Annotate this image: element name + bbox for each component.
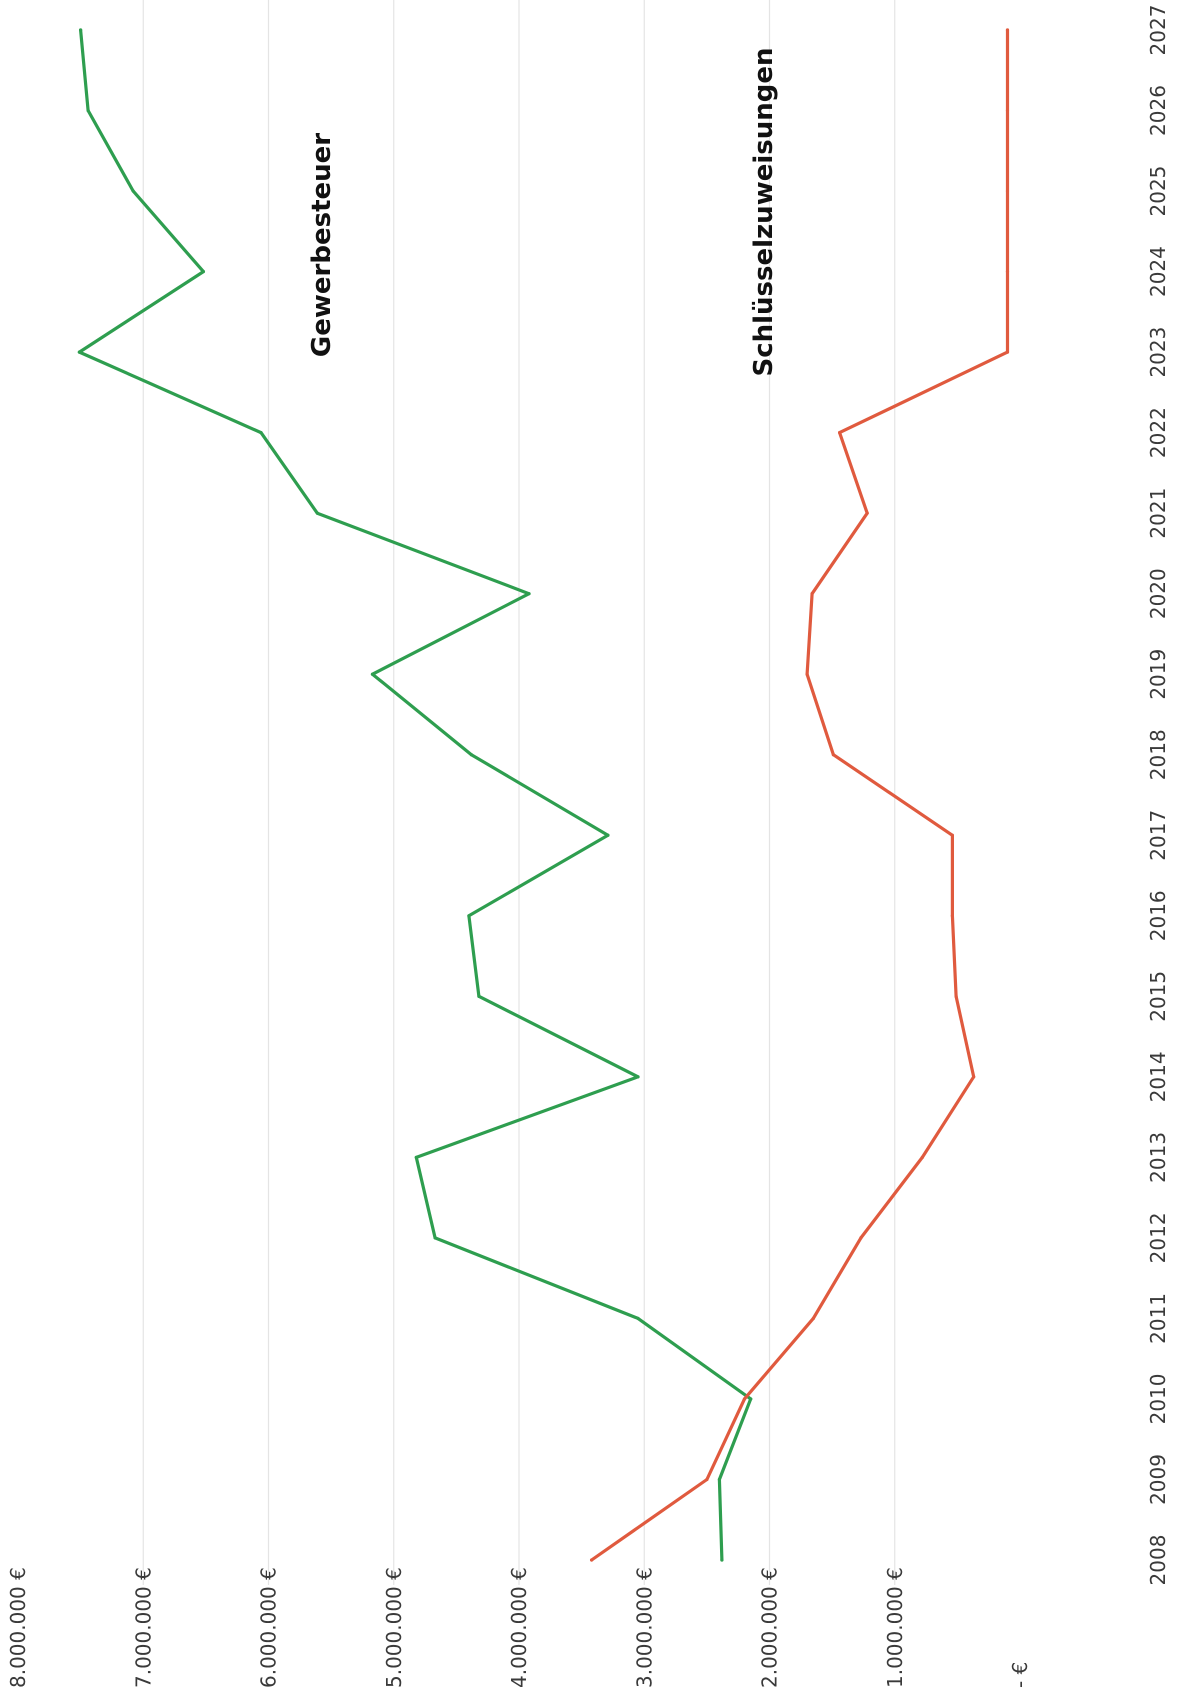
data-point	[590, 1558, 594, 1562]
year-tick-label: 2026	[1146, 85, 1170, 136]
year-tick-label: 2011	[1146, 1293, 1170, 1344]
data-point	[742, 1397, 747, 1401]
data-point	[810, 592, 814, 596]
data-point	[705, 1477, 709, 1482]
year-tick-label: 2025	[1146, 166, 1170, 217]
year-tick-label: 2027	[1146, 5, 1170, 56]
data-point	[950, 833, 954, 837]
year-tick-label: 2013	[1146, 1132, 1170, 1183]
year-tick-label: 2014	[1146, 1051, 1170, 1102]
value-tick-label: 5.000.000 €	[382, 1567, 406, 1688]
data-point	[315, 511, 319, 515]
data-point	[527, 592, 531, 596]
value-tick-label: 7.000.000 €	[131, 1567, 155, 1688]
data-point	[636, 1316, 640, 1321]
data-point	[920, 1155, 924, 1159]
data-point	[86, 108, 90, 113]
data-point	[805, 672, 809, 676]
year-tick-label: 2016	[1146, 890, 1170, 941]
data-point	[749, 1397, 753, 1401]
gridlines	[142, 0, 896, 1585]
year-tick-label: 2017	[1146, 810, 1170, 861]
year-tick-label: 2015	[1146, 971, 1170, 1022]
data-point	[259, 431, 263, 435]
data-point	[865, 511, 869, 515]
data-point	[720, 1558, 724, 1562]
value-tick-label: - €	[1008, 1662, 1032, 1688]
data-point	[1005, 269, 1010, 274]
data-point	[838, 431, 842, 435]
year-tick-label: 2010	[1146, 1373, 1170, 1424]
data-point	[950, 914, 954, 918]
data-point	[1005, 28, 1010, 32]
data-point	[370, 672, 375, 676]
year-tick-label: 2018	[1146, 729, 1170, 780]
series-label-1: Gewerbesteuer	[307, 133, 337, 357]
year-tick-label: 2024	[1146, 246, 1170, 297]
data-point	[414, 1155, 418, 1159]
year-tick-label: 2019	[1146, 649, 1170, 700]
data-point	[469, 753, 474, 757]
data-point	[433, 1236, 437, 1240]
series-label-2: Schlüsselzuweisungen	[749, 47, 779, 376]
value-tick-label: 2.000.000 €	[758, 1567, 782, 1688]
data-point	[954, 994, 958, 998]
year-tick-label: 2021	[1146, 488, 1170, 539]
data-point	[717, 1477, 722, 1482]
year-tick-label: 2009	[1146, 1454, 1170, 1505]
year-tick-label: 2020	[1146, 568, 1170, 619]
data-point	[131, 189, 135, 193]
data-point	[1005, 108, 1010, 113]
data-point	[1005, 350, 1010, 354]
value-tick-label: 4.000.000 €	[507, 1567, 531, 1688]
data-point	[972, 1075, 976, 1079]
category-axis: 2008 2009 2010 2011 2012 2013 2014 2015 2016 2017…	[1146, 5, 1170, 1586]
value-axis: - € 1.000.000 € 2.000.000 € 3.000.000 € 4.00…	[6, 1567, 1032, 1688]
data-point	[1005, 189, 1010, 193]
value-tick-label: 6.000.000 €	[257, 1567, 281, 1688]
series-line-2	[589, 28, 1010, 1562]
year-tick-label: 2023	[1146, 327, 1170, 378]
value-tick-label: 8.000.000 €	[6, 1567, 30, 1688]
data-point	[477, 994, 481, 998]
year-tick-label: 2012	[1146, 1212, 1170, 1263]
data-point	[831, 753, 835, 757]
data-point	[606, 833, 610, 837]
data-point	[79, 28, 83, 32]
data-point	[77, 350, 81, 354]
series-line-1	[77, 28, 753, 1562]
data-point	[636, 1075, 640, 1079]
data-point	[467, 914, 471, 918]
data-point	[201, 269, 205, 274]
data-point	[859, 1236, 863, 1240]
data-point	[811, 1316, 815, 1321]
year-tick-label: 2008	[1146, 1535, 1170, 1586]
value-tick-label: 1.000.000 €	[883, 1567, 907, 1688]
year-tick-label: 2022	[1146, 407, 1170, 458]
value-tick-label: 3.000.000 €	[632, 1567, 656, 1688]
